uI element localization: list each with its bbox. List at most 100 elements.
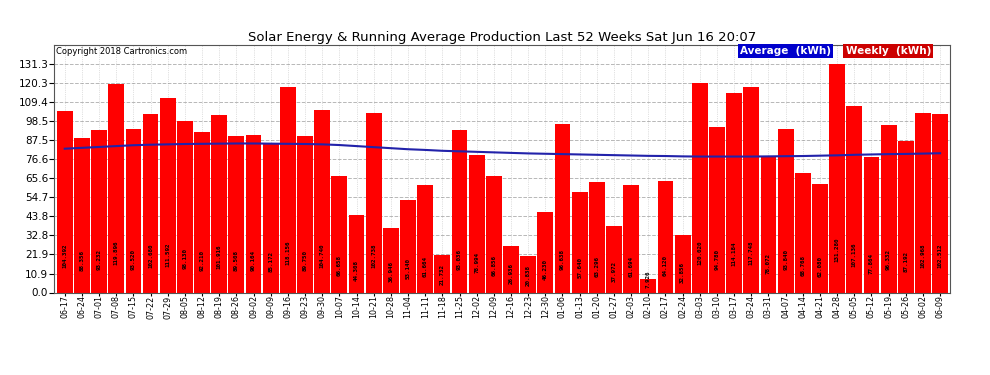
Bar [606, 226, 622, 292]
Text: 104.392: 104.392 [62, 243, 67, 268]
Text: Copyright 2018 Cartronics.com: Copyright 2018 Cartronics.com [56, 48, 187, 57]
Text: 61.694: 61.694 [629, 256, 634, 277]
Bar [365, 113, 381, 292]
Text: 93.520: 93.520 [131, 249, 136, 270]
Text: 62.080: 62.080 [818, 256, 823, 277]
Text: 111.592: 111.592 [165, 242, 170, 267]
Text: 118.156: 118.156 [285, 241, 290, 265]
Bar [812, 184, 828, 292]
Text: 53.140: 53.140 [406, 258, 411, 279]
Bar [56, 111, 72, 292]
Text: 107.136: 107.136 [851, 243, 856, 267]
Bar [159, 98, 175, 292]
Text: 120.020: 120.020 [697, 240, 702, 265]
Text: 21.732: 21.732 [440, 264, 445, 285]
Bar [469, 155, 484, 292]
Bar [675, 235, 691, 292]
Bar [709, 127, 725, 292]
Text: 93.036: 93.036 [457, 249, 462, 270]
Text: 20.838: 20.838 [526, 264, 531, 285]
Bar [211, 115, 227, 292]
Text: 64.120: 64.120 [663, 255, 668, 276]
Bar [91, 130, 107, 292]
Text: 117.748: 117.748 [748, 241, 753, 265]
Text: 93.840: 93.840 [783, 249, 788, 270]
Bar [933, 114, 948, 292]
Bar [898, 141, 914, 292]
Bar [126, 129, 142, 292]
Bar [297, 136, 313, 292]
Text: 101.916: 101.916 [217, 244, 222, 268]
Text: 102.680: 102.680 [148, 244, 153, 268]
Text: 119.896: 119.896 [114, 240, 119, 265]
Bar [194, 132, 210, 292]
Bar [572, 192, 587, 292]
Bar [503, 246, 519, 292]
Text: 88.356: 88.356 [79, 251, 84, 272]
Text: 66.658: 66.658 [337, 255, 342, 276]
Text: 87.192: 87.192 [903, 251, 908, 272]
Bar [400, 200, 416, 292]
Bar [727, 93, 742, 292]
Text: 63.296: 63.296 [594, 256, 599, 277]
Bar [332, 176, 347, 292]
Bar [229, 136, 245, 292]
Title: Solar Energy & Running Average Production Last 52 Weeks Sat Jun 16 20:07: Solar Energy & Running Average Productio… [248, 31, 756, 44]
Text: 85.172: 85.172 [268, 251, 273, 272]
Text: 89.508: 89.508 [234, 250, 239, 271]
Bar [143, 114, 158, 292]
Text: 61.664: 61.664 [423, 256, 428, 277]
Text: 26.936: 26.936 [509, 263, 514, 284]
Text: 46.230: 46.230 [543, 259, 547, 280]
Text: 77.864: 77.864 [869, 253, 874, 274]
Text: 37.972: 37.972 [612, 261, 617, 282]
Bar [795, 172, 811, 292]
Text: 104.740: 104.740 [320, 243, 325, 268]
Text: Average  (kWh): Average (kWh) [740, 46, 831, 56]
Text: 7.926: 7.926 [645, 271, 650, 288]
Text: 78.994: 78.994 [474, 252, 479, 273]
Text: 32.856: 32.856 [680, 262, 685, 283]
Text: 102.968: 102.968 [921, 244, 926, 268]
Text: 89.750: 89.750 [303, 250, 308, 271]
Bar [641, 279, 656, 292]
Text: 98.130: 98.130 [182, 248, 187, 269]
Bar [538, 212, 553, 292]
Bar [521, 256, 536, 292]
Bar [760, 156, 776, 292]
Text: 57.640: 57.640 [577, 257, 582, 278]
Text: Weekly  (kWh): Weekly (kWh) [845, 46, 931, 56]
Text: 90.164: 90.164 [251, 250, 256, 271]
Bar [280, 87, 296, 292]
Bar [74, 138, 90, 292]
Bar [246, 135, 261, 292]
Text: 114.184: 114.184 [732, 242, 737, 266]
Bar [863, 157, 879, 292]
Text: 78.072: 78.072 [766, 252, 771, 273]
Text: 96.332: 96.332 [886, 249, 891, 270]
Bar [348, 215, 364, 292]
Bar [915, 113, 931, 292]
Text: 131.280: 131.280 [835, 238, 840, 262]
Bar [692, 83, 708, 292]
Bar [108, 84, 124, 292]
Bar [743, 87, 759, 292]
Bar [554, 124, 570, 292]
Bar [846, 106, 862, 292]
Bar [589, 182, 605, 292]
Bar [657, 181, 673, 292]
Text: 36.946: 36.946 [388, 261, 393, 282]
Bar [314, 110, 330, 292]
Bar [624, 185, 640, 292]
Text: 92.210: 92.210 [200, 250, 205, 271]
Text: 102.512: 102.512 [938, 244, 942, 268]
Text: 66.856: 66.856 [491, 255, 496, 276]
Bar [435, 255, 450, 292]
Text: 102.738: 102.738 [371, 244, 376, 268]
Text: 96.638: 96.638 [560, 249, 565, 270]
Text: 93.232: 93.232 [97, 249, 102, 270]
Text: 68.768: 68.768 [800, 255, 805, 276]
Text: 94.780: 94.780 [715, 249, 720, 270]
Bar [418, 185, 433, 292]
Bar [262, 144, 278, 292]
